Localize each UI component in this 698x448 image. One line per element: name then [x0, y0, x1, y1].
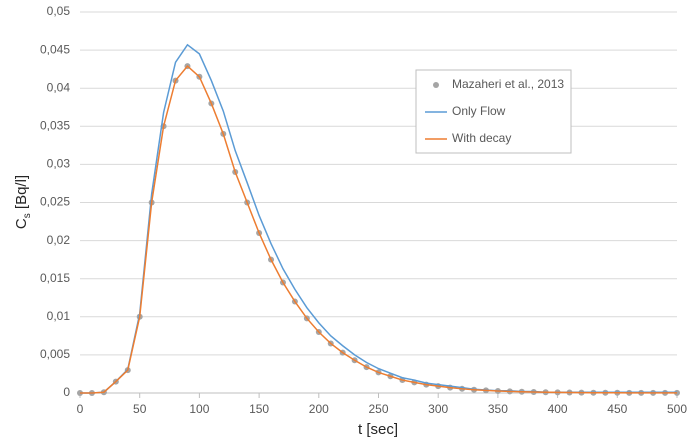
x-tick-label: 350 — [488, 402, 508, 416]
y-tick-label: 0,01 — [47, 309, 71, 323]
y-tick-label: 0,05 — [47, 4, 71, 18]
x-axis-label: t [sec] — [358, 421, 398, 438]
x-tick-label: 450 — [607, 402, 627, 416]
legend-label: Mazaheri et al., 2013 — [452, 77, 564, 91]
data-line — [80, 65, 677, 394]
y-tick-label: 0,025 — [40, 195, 70, 209]
x-tick-label: 100 — [189, 402, 209, 416]
y-axis-label: Cs [Bq/l] — [13, 175, 33, 229]
x-tick-label: 200 — [309, 402, 329, 416]
x-tick-label: 150 — [249, 402, 269, 416]
x-tick-label: 400 — [548, 402, 568, 416]
x-tick-label: 250 — [368, 402, 388, 416]
data-line — [80, 43, 677, 394]
y-label-unit: [Bq/l] — [13, 175, 30, 213]
legend-label: Only Flow — [452, 104, 506, 118]
legend-marker — [433, 82, 439, 88]
y-tick-label: 0,015 — [40, 271, 70, 285]
x-tick-label: 50 — [133, 402, 147, 416]
y-tick-label: 0,02 — [47, 233, 71, 247]
y-tick-label: 0,005 — [40, 347, 70, 361]
y-tick-label: 0 — [63, 385, 70, 399]
y-tick-label: 0,035 — [40, 118, 70, 132]
x-tick-label: 500 — [667, 402, 687, 416]
y-tick-label: 0,03 — [47, 157, 71, 171]
y-label-main: C — [13, 218, 30, 229]
y-label-sub: s — [22, 213, 33, 218]
legend-label: With decay — [452, 131, 511, 145]
x-tick-label: 0 — [77, 402, 84, 416]
x-tick-label: 300 — [428, 402, 448, 416]
y-tick-label: 0,045 — [40, 42, 70, 56]
y-tick-label: 0,04 — [47, 80, 71, 94]
